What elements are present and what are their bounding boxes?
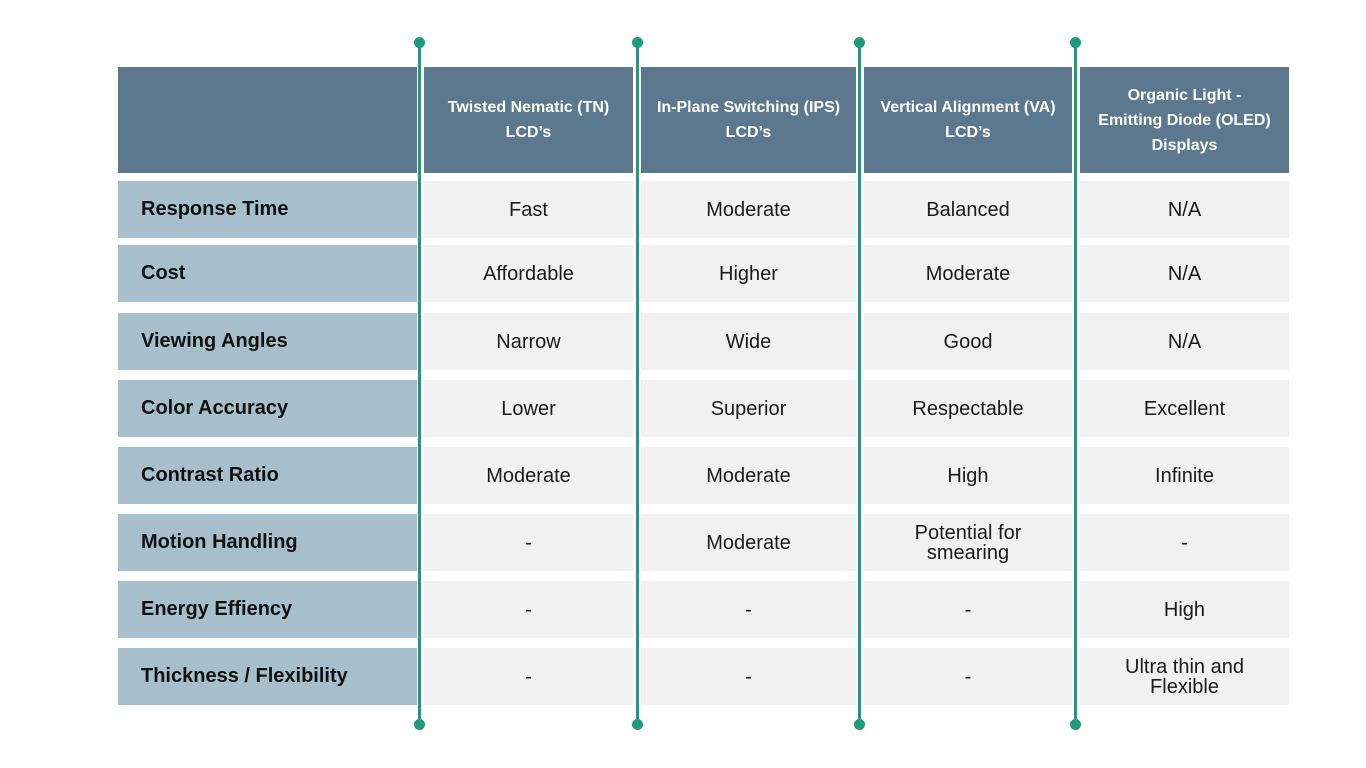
- divider-top-dot: [632, 37, 643, 48]
- table-cell: N/A: [1080, 245, 1289, 302]
- column-divider-line: [636, 43, 639, 725]
- table-cell: Moderate: [641, 447, 856, 504]
- table-cell: Higher: [641, 245, 856, 302]
- divider-bottom-dot: [414, 719, 425, 730]
- table-cell: Moderate: [864, 245, 1072, 302]
- column-header-1: Twisted Nematic (TN) LCD’s: [424, 67, 633, 173]
- column-header-label: Vertical Alignment (VA) LCD’s: [880, 99, 1056, 141]
- table-cell: Superior: [641, 380, 856, 437]
- row-label: Viewing Angles: [118, 313, 417, 370]
- table-cell: Infinite: [1080, 447, 1289, 504]
- table-cell: Excellent: [1080, 380, 1289, 437]
- table-cell: -: [864, 581, 1072, 638]
- divider-bottom-dot: [632, 719, 643, 730]
- row-label: Thickness / Flexibility: [118, 648, 417, 705]
- cell-value: Infinite: [1155, 464, 1214, 487]
- cell-value: -: [964, 665, 972, 688]
- column-divider-line: [418, 43, 421, 725]
- cell-value: Excellent: [1143, 397, 1226, 420]
- cell-value: Potential for smearing: [914, 521, 1022, 564]
- column-divider-line: [1074, 43, 1077, 725]
- divider-top-dot: [1070, 37, 1081, 48]
- cell-value: Superior: [710, 397, 787, 420]
- cell-value: Moderate: [706, 198, 791, 221]
- table-cell: Potential for smearing: [864, 514, 1072, 571]
- cell-value: -: [525, 665, 532, 688]
- cell-value: Moderate: [706, 531, 791, 554]
- cell-value: Ultra thin and Flexible: [1125, 655, 1244, 698]
- cell-value: Narrow: [496, 330, 561, 353]
- row-label: Contrast Ratio: [118, 447, 417, 504]
- table-cell: Moderate: [641, 181, 856, 238]
- table-cell: -: [641, 581, 856, 638]
- cell-value: -: [745, 665, 752, 688]
- table-cell: High: [1080, 581, 1289, 638]
- table-cell: N/A: [1080, 313, 1289, 370]
- column-header-3: Vertical Alignment (VA) LCD’s: [864, 67, 1072, 173]
- cell-value: Higher: [719, 262, 778, 285]
- column-divider-line: [858, 43, 861, 725]
- row-label: Energy Effiency: [118, 581, 417, 638]
- divider-bottom-dot: [854, 719, 865, 730]
- cell-value: High: [947, 464, 989, 487]
- row-label: Response Time: [118, 181, 417, 238]
- row-label: Cost: [118, 245, 417, 302]
- table-cell: Wide: [641, 313, 856, 370]
- cell-value: Respectable: [912, 397, 1024, 420]
- table-cell: -: [424, 648, 633, 705]
- table-cell: -: [1080, 514, 1289, 571]
- table-cell: N/A: [1080, 181, 1289, 238]
- table-cell: Lower: [424, 380, 633, 437]
- column-header-label: Twisted Nematic (TN) LCD’s: [447, 99, 610, 141]
- table-cell: High: [864, 447, 1072, 504]
- table-cell: -: [641, 648, 856, 705]
- table-cell: Narrow: [424, 313, 633, 370]
- table-cell: Moderate: [424, 447, 633, 504]
- column-header-2: In-Plane Switching (IPS) LCD’s: [641, 67, 856, 173]
- header-corner-cell: [118, 67, 417, 173]
- cell-value: Moderate: [925, 262, 1011, 285]
- cell-value: Balanced: [926, 198, 1010, 221]
- divider-bottom-dot: [1070, 719, 1081, 730]
- table-cell: -: [424, 514, 633, 571]
- table-cell: Balanced: [864, 181, 1072, 238]
- table-cell: Good: [864, 313, 1072, 370]
- cell-value: Moderate: [486, 464, 571, 487]
- cell-value: -: [964, 598, 972, 621]
- cell-value: N/A: [1167, 262, 1202, 285]
- cell-value: -: [525, 531, 532, 554]
- table-cell: Ultra thin and Flexible: [1080, 648, 1289, 705]
- divider-top-dot: [414, 37, 425, 48]
- table-cell: Affordable: [424, 245, 633, 302]
- table-cell: Fast: [424, 181, 633, 238]
- cell-value: Affordable: [483, 262, 574, 285]
- cell-value: Wide: [725, 330, 772, 353]
- column-header-label: Organic Light - Emitting Diode (OLED) Di…: [1098, 86, 1271, 154]
- table-cell: -: [424, 581, 633, 638]
- cell-value: Fast: [509, 198, 548, 221]
- cell-value: N/A: [1167, 330, 1202, 353]
- cell-value: Moderate: [706, 464, 791, 487]
- cell-value: -: [745, 598, 752, 621]
- table-cell: -: [864, 648, 1072, 705]
- cell-value: High: [1163, 598, 1206, 621]
- cell-value: N/A: [1167, 198, 1202, 221]
- table-cell: Respectable: [864, 380, 1072, 437]
- row-label: Motion Handling: [118, 514, 417, 571]
- divider-top-dot: [854, 37, 865, 48]
- cell-value: Lower: [501, 397, 556, 420]
- row-label: Color Accuracy: [118, 380, 417, 437]
- cell-value: -: [1181, 531, 1188, 554]
- cell-value: Good: [943, 330, 993, 353]
- cell-value: -: [525, 598, 532, 621]
- column-header-4: Organic Light - Emitting Diode (OLED) Di…: [1080, 67, 1289, 173]
- column-header-label: In-Plane Switching (IPS) LCD’s: [656, 99, 841, 141]
- table-cell: Moderate: [641, 514, 856, 571]
